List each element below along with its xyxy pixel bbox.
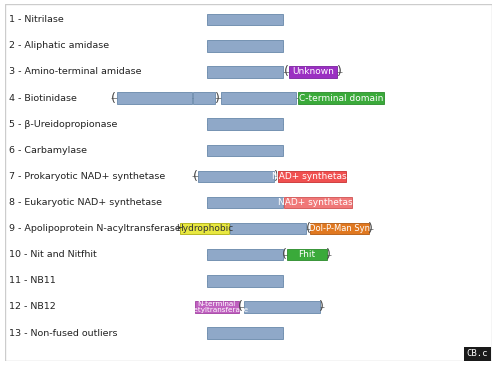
Bar [244,301,320,313]
Text: 3 - Amino-terminal amidase: 3 - Amino-terminal amidase [9,68,141,77]
Text: ): ) [327,248,331,261]
Text: NAD+ synthetase: NAD+ synthetase [272,172,352,181]
Bar [207,145,283,156]
Text: 6 - Carbamylase: 6 - Carbamylase [9,146,87,155]
Bar [193,92,215,104]
Text: N-terminal
acetyltransferase: N-terminal acetyltransferase [185,301,248,313]
Bar [207,197,283,208]
Text: 2 - Aliphatic amidase: 2 - Aliphatic amidase [9,41,109,50]
Bar [289,66,336,78]
Bar [298,92,384,104]
Bar [198,171,274,182]
Text: 8 - Eukaryotic NAD+ synthetase: 8 - Eukaryotic NAD+ synthetase [9,198,162,207]
Bar [207,119,283,130]
Text: (: ( [282,248,287,261]
Text: Unknown: Unknown [292,68,333,77]
Text: (: ( [284,65,289,78]
Bar [207,275,283,287]
Text: 13 - Non-fused outliers: 13 - Non-fused outliers [9,328,117,338]
Bar [207,66,283,78]
Text: 1 - Nitrilase: 1 - Nitrilase [9,15,64,24]
Text: (: ( [111,92,115,105]
Bar [278,171,346,182]
Bar [195,301,239,313]
Text: Hydrophobic: Hydrophobic [176,224,233,233]
Bar [116,92,192,104]
Text: ): ) [336,65,341,78]
Text: ): ) [319,300,324,314]
Bar [207,249,283,261]
Text: C-terminal domain: C-terminal domain [299,93,383,103]
Text: (: ( [238,300,243,314]
Text: CB.c: CB.c [467,350,488,358]
Text: 5 - β-Ureidopropionase: 5 - β-Ureidopropionase [9,120,117,129]
Bar [287,249,327,261]
Bar [221,92,296,104]
Bar [180,223,229,234]
Bar [284,197,352,208]
Bar [310,223,369,234]
Text: 11 - NB11: 11 - NB11 [9,276,56,285]
Text: 7 - Prokaryotic NAD+ synthetase: 7 - Prokaryotic NAD+ synthetase [9,172,165,181]
Text: 12 - NB12: 12 - NB12 [9,303,56,311]
Text: 9 - Apolipoprotein N-acyltransferase: 9 - Apolipoprotein N-acyltransferase [9,224,180,233]
Text: (: ( [306,222,310,235]
Text: Fhit: Fhit [298,250,316,259]
Bar [231,223,306,234]
Text: NAD+ synthetase: NAD+ synthetase [278,198,358,207]
Text: ): ) [274,170,279,183]
Text: (: ( [192,170,197,183]
Bar [207,327,283,339]
Bar [207,14,283,26]
Text: ): ) [215,92,220,105]
Text: ): ) [368,222,373,235]
Text: 10 - Nit and Nitfhit: 10 - Nit and Nitfhit [9,250,96,259]
Bar [207,40,283,51]
Text: Dol-P-Man Syn: Dol-P-Man Syn [309,224,370,233]
Text: 4 - Biotinidase: 4 - Biotinidase [9,93,77,103]
